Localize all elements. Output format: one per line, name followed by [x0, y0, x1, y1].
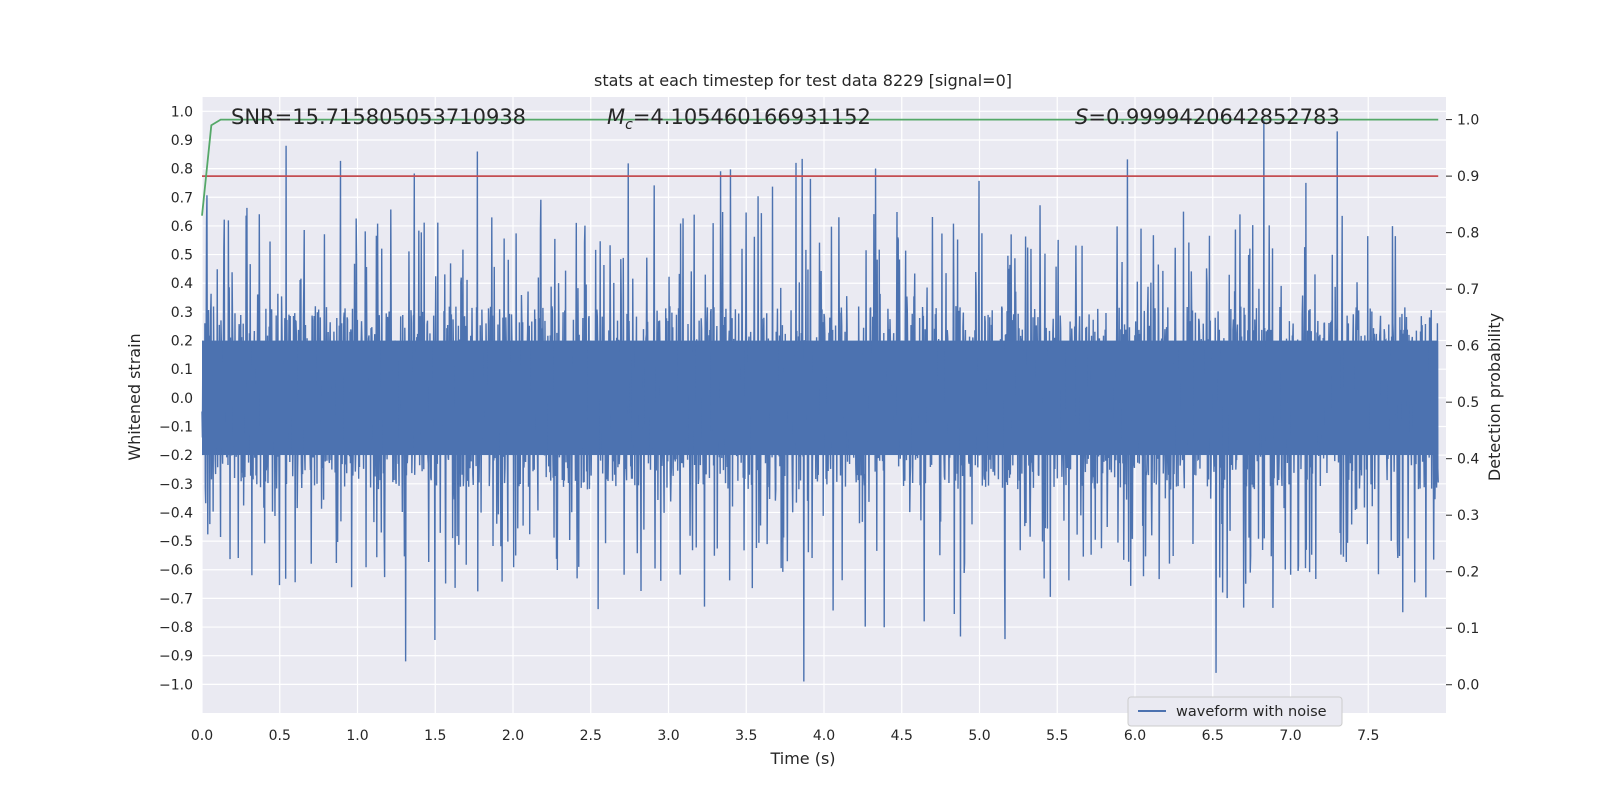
y-tick-label: −0.3 [159, 477, 193, 493]
detection-probability-line [201, 118, 1439, 216]
legend-box [1127, 696, 1343, 727]
score-value: =0.9999420642852783 [1088, 105, 1339, 129]
y-tick-label: −0.1 [159, 419, 193, 435]
y-tick-label: 0.5 [171, 248, 193, 264]
waveform-series [201, 119, 1439, 682]
x-tick-label: 0.0 [191, 728, 213, 744]
x-tick-label: 5.5 [1046, 728, 1068, 744]
y-axis-ticks: 1.0 0.9 0.8 0.7 0.6 0.5 0.4 0.3 0.2 0.1 0.0 −0.1 −0.… [159, 104, 193, 693]
x-tick-label: 3.0 [657, 728, 679, 744]
y-tick-label: −0.6 [159, 563, 193, 579]
y2-tick-label: 0.6 [1457, 339, 1479, 355]
y2-tick-label: 0.4 [1457, 452, 1479, 468]
snr-annotation: SNR=15.715805053710938 [231, 105, 526, 129]
x-tick-label: 7.0 [1279, 728, 1301, 744]
x-tick-label: 1.0 [346, 728, 368, 744]
legend: waveform with noise [1127, 696, 1343, 727]
y2-tick-label: 0.2 [1457, 565, 1479, 581]
chirp-mass-value: =4.105460166931152 [633, 105, 871, 129]
y2-tick-label: 0.9 [1457, 169, 1479, 185]
chirp-mass-symbol: M [607, 105, 625, 129]
y-tick-label: −0.7 [159, 591, 193, 607]
x-tick-label: 7.5 [1357, 728, 1379, 744]
y-tick-label: −0.8 [159, 620, 193, 636]
y-tick-label: 0.4 [171, 276, 193, 292]
y-tick-label: 1.0 [171, 104, 193, 120]
legend-label-waveform: waveform with noise [1176, 704, 1327, 720]
x-tick-label: 4.0 [813, 728, 835, 744]
x-tick-label: 6.0 [1124, 728, 1146, 744]
x-tick-label: 3.5 [735, 728, 757, 744]
y-tick-label: 0.9 [171, 133, 193, 149]
score-symbol: S [1075, 105, 1088, 129]
y2-axis-ticks: 1.0 0.9 0.8 0.7 0.6 0.5 0.4 0.3 0.2 0.1 0.0 [1446, 113, 1479, 694]
y-tick-label: 0.2 [171, 334, 193, 350]
y-tick-label: −0.9 [159, 649, 193, 665]
x-tick-label: 1.5 [424, 728, 446, 744]
y-tick-label: −0.4 [159, 505, 193, 521]
y-tick-label: −1.0 [159, 677, 193, 693]
x-axis-label: Time (s) [769, 749, 835, 768]
y2-tick-label: 0.8 [1457, 226, 1479, 242]
y2-tick-label: 0.5 [1457, 395, 1479, 411]
y-tick-label: −0.2 [159, 448, 193, 464]
y2-axis-label: Detection probability [1485, 313, 1504, 481]
y2-tick-label: 0.1 [1457, 621, 1479, 637]
y-tick-label: −0.5 [159, 534, 193, 550]
chirp-mass-annotation: Mc=4.105460166931152 [607, 105, 871, 133]
x-tick-label: 6.5 [1202, 728, 1224, 744]
y-tick-label: 0.3 [171, 305, 193, 321]
x-tick-label: 2.5 [580, 728, 602, 744]
y2-tick-label: 0.7 [1457, 282, 1479, 298]
x-axis-ticks: 0.0 0.5 1.0 1.5 2.0 2.5 3.0 3.5 4.0 4.5 5.0 5.5 6.0 6… [191, 728, 1380, 744]
y-axis-label: Whitened strain [125, 333, 144, 460]
score-annotation: S=0.9999420642852783 [1075, 105, 1340, 129]
y-tick-label: 0.7 [171, 190, 193, 206]
x-tick-label: 5.0 [968, 728, 990, 744]
x-tick-label: 4.5 [891, 728, 913, 744]
waveform-line [201, 119, 1439, 682]
y2-tick-label: 1.0 [1457, 113, 1479, 129]
y-tick-label: 0.1 [171, 362, 193, 378]
y2-tick-label: 0.0 [1457, 678, 1479, 694]
y2-tick-label: 0.3 [1457, 508, 1479, 524]
probability-series [201, 118, 1439, 216]
x-tick-label: 0.5 [269, 728, 291, 744]
chart-title: stats at each timestep for test data 822… [594, 71, 1012, 90]
y-tick-label: 0.0 [171, 391, 193, 407]
x-tick-label: 2.0 [502, 728, 524, 744]
y-tick-label: 0.8 [171, 162, 193, 178]
chirp-mass-subscript: c [625, 117, 633, 133]
y-tick-label: 0.6 [171, 219, 193, 235]
